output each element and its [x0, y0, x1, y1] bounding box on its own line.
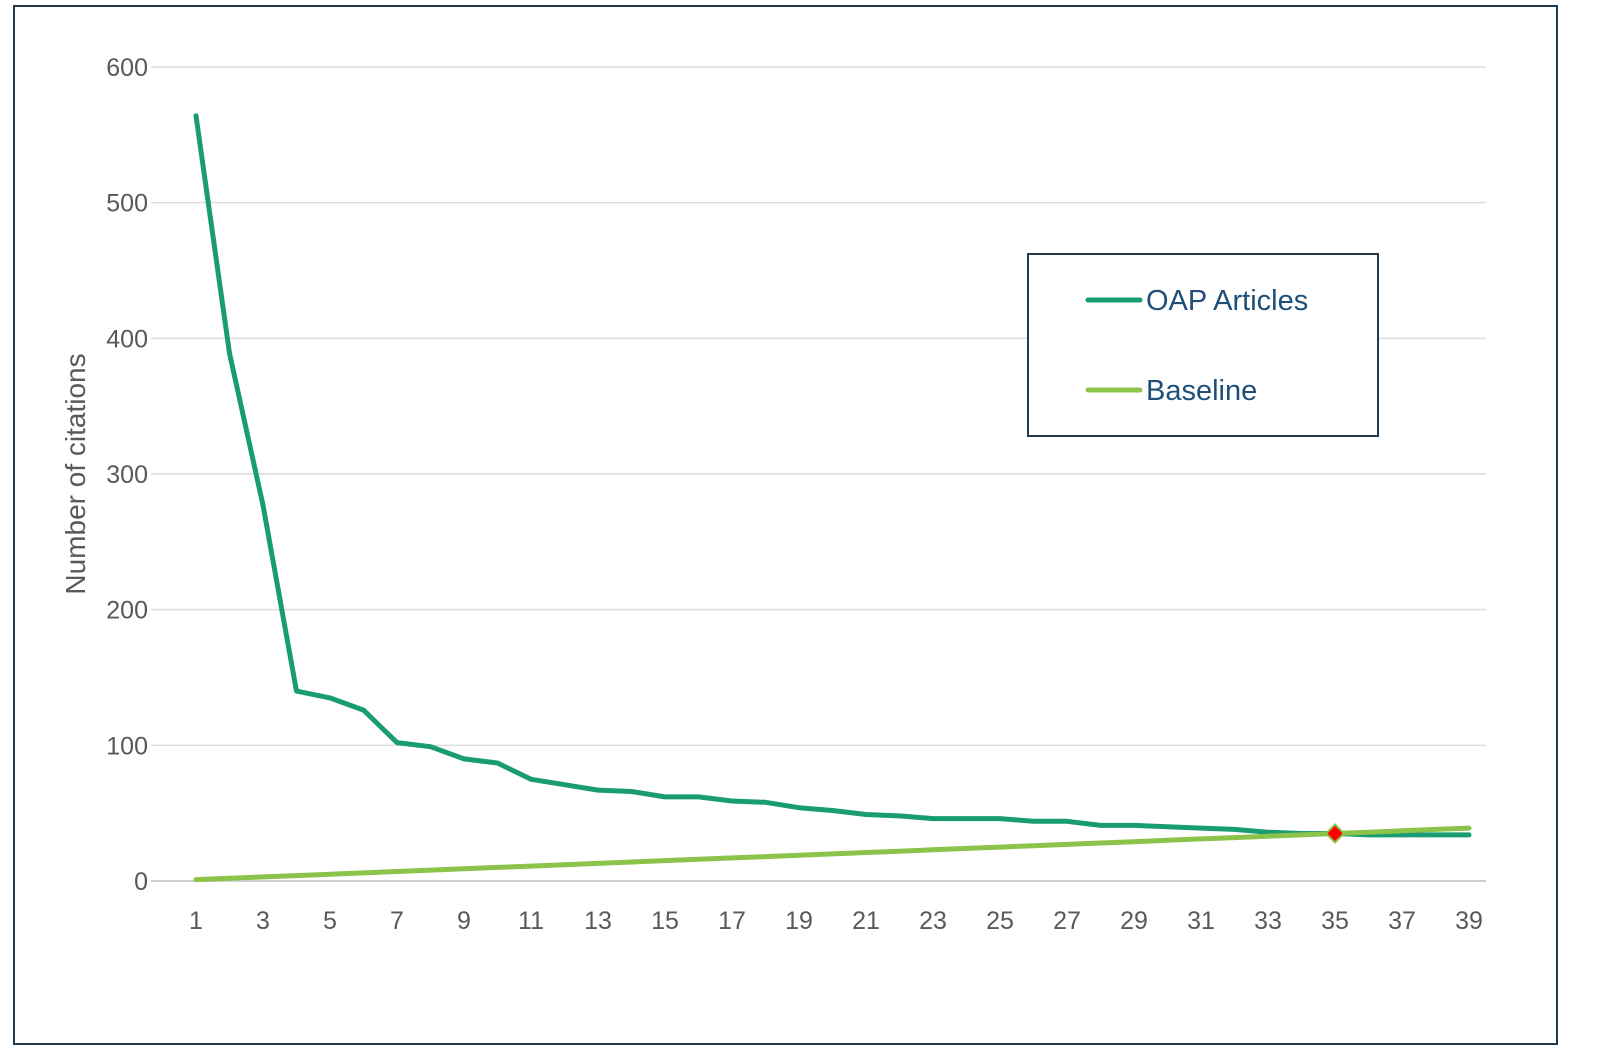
legend: OAP Articles Baseline: [1027, 253, 1379, 437]
x-tick-label: 25: [986, 907, 1014, 935]
legend-label-baseline: Baseline: [1146, 375, 1257, 407]
gridlines: [151, 66, 1486, 882]
y-tick-label: 100: [106, 732, 148, 760]
y-tick-labels: 0 100 200 300 400 500 600: [106, 54, 148, 896]
x-tick-label: 17: [718, 907, 746, 935]
x-tick-label: 3: [256, 907, 270, 935]
x-tick-labels: 1 3 5 7 9 11 13 15 17 19 21 23 25 27 29 31 33 35 37 39: [189, 907, 1483, 935]
y-tick-label: 0: [134, 868, 148, 896]
legend-label-oap-articles: OAP Articles: [1146, 285, 1308, 317]
x-tick-label: 19: [785, 907, 813, 935]
x-tick-label: 21: [852, 907, 880, 935]
legend-box: [1027, 253, 1379, 437]
y-tick-label: 400: [106, 325, 148, 353]
x-tick-label: 27: [1053, 907, 1081, 935]
x-tick-label: 31: [1187, 907, 1215, 935]
x-tick-label: 39: [1455, 907, 1483, 935]
chart-frame: [13, 5, 1558, 1045]
series-lines: [193, 113, 1472, 883]
x-tick-label: 13: [584, 907, 612, 935]
y-tick-label: 300: [106, 461, 148, 489]
y-tick-label: 200: [106, 597, 148, 625]
x-tick-label: 15: [651, 907, 679, 935]
x-tick-label: 33: [1254, 907, 1282, 935]
x-tick-label: 11: [518, 907, 544, 935]
y-axis-label: Number of citations: [60, 353, 91, 594]
y-tick-label: 500: [106, 190, 148, 218]
x-tick-label: 9: [457, 907, 471, 935]
series-line-baseline: [193, 825, 1472, 883]
x-tick-label: 37: [1388, 907, 1416, 935]
x-tick-label: 29: [1120, 907, 1148, 935]
series-line-oap-articles: [193, 113, 1472, 838]
x-tick-label: 7: [390, 907, 404, 935]
x-tick-label: 23: [919, 907, 947, 935]
intersection-marker: [1324, 823, 1346, 844]
x-tick-label: 35: [1321, 907, 1349, 935]
y-tick-label: 600: [106, 54, 148, 82]
x-tick-label: 5: [323, 907, 337, 935]
intersection-marker-group: [1324, 823, 1346, 844]
x-tick-label: 1: [189, 907, 203, 935]
